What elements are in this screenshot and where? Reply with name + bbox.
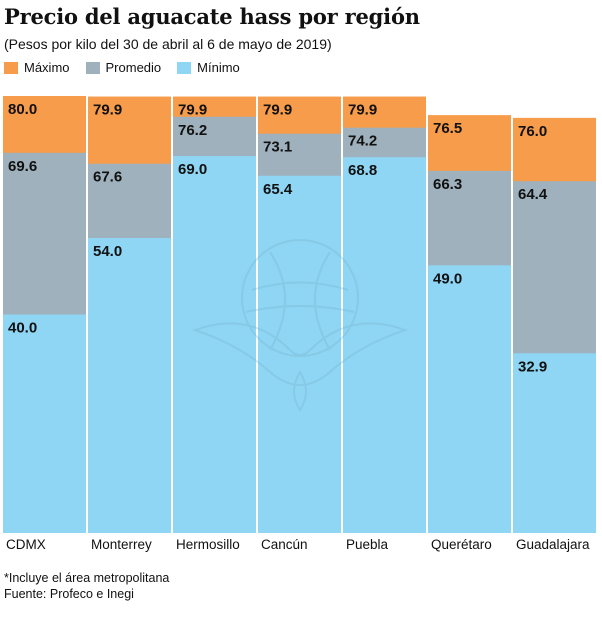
watermark-eagle-wings xyxy=(191,322,409,386)
category-label-cancun: Cancún xyxy=(261,537,308,552)
value-label-minimo-monterrey: 54.0 xyxy=(93,243,122,260)
value-label-minimo-puebla: 68.8 xyxy=(348,162,377,179)
footnote: *Incluye el área metropolitana xyxy=(4,571,170,585)
value-label-maximo-hermosillo: 79.9 xyxy=(178,102,207,119)
bar-minimo-cancun xyxy=(258,175,341,533)
bar-minimo-cdmx xyxy=(3,314,86,533)
legend: Máximo Promedio Mínimo xyxy=(4,60,256,75)
value-label-promedio-puebla: 74.2 xyxy=(348,133,377,150)
value-label-promedio-hermosillo: 76.2 xyxy=(178,122,207,139)
legend-label-maximo: Máximo xyxy=(24,60,70,75)
value-label-promedio-guadalajara: 64.4 xyxy=(518,186,548,203)
bar-minimo-monterrey xyxy=(88,238,171,533)
category-label-monterrey: Monterrey xyxy=(91,537,152,552)
value-label-minimo-cdmx: 40.0 xyxy=(8,320,37,337)
value-label-minimo-queretaro: 49.0 xyxy=(433,270,462,287)
value-label-promedio-cdmx: 69.6 xyxy=(8,158,37,175)
value-label-maximo-monterrey: 79.9 xyxy=(93,102,122,119)
legend-swatch-maximo xyxy=(4,61,18,74)
value-label-maximo-cancun: 79.9 xyxy=(263,102,292,119)
category-label-puebla: Puebla xyxy=(346,537,389,552)
bar-minimo-hermosillo xyxy=(173,156,256,533)
watermark-eagle-tail xyxy=(293,370,307,412)
bar-minimo-queretaro xyxy=(428,265,511,533)
legend-swatch-promedio xyxy=(85,61,100,74)
value-label-minimo-hermosillo: 69.0 xyxy=(178,161,207,178)
chart-subtitle: (Pesos por kilo del 30 de abril al 6 de … xyxy=(4,36,332,52)
value-label-promedio-cancun: 73.1 xyxy=(263,139,292,156)
value-label-maximo-guadalajara: 76.0 xyxy=(518,123,547,140)
bar-minimo-guadalajara xyxy=(513,353,596,533)
value-label-maximo-puebla: 79.9 xyxy=(348,102,377,119)
watermark-globe-lines xyxy=(245,251,355,351)
source-note: Fuente: Profeco e Inegi xyxy=(4,587,134,601)
category-label-queretaro: Querétaro xyxy=(431,537,492,552)
watermark-globe xyxy=(241,239,359,357)
legend-item-promedio: Promedio xyxy=(85,60,162,75)
bars-group xyxy=(3,96,596,534)
value-label-promedio-queretaro: 66.3 xyxy=(433,176,462,193)
legend-label-promedio: Promedio xyxy=(105,60,162,75)
category-label-cdmx: CDMX xyxy=(6,537,46,552)
value-label-maximo-queretaro: 76.5 xyxy=(433,120,462,137)
value-label-minimo-cancun: 65.4 xyxy=(263,181,293,198)
chart-title: Precio del aguacate hass por región xyxy=(4,4,420,29)
legend-swatch-minimo xyxy=(177,61,192,74)
legend-item-maximo: Máximo xyxy=(4,60,70,75)
legend-label-minimo: Mínimo xyxy=(197,60,240,75)
watermark-emblem xyxy=(191,239,409,412)
value-label-promedio-monterrey: 67.6 xyxy=(93,169,122,186)
bar-minimo-puebla xyxy=(343,157,426,533)
legend-item-minimo: Mínimo xyxy=(177,60,240,75)
category-label-hermosillo: Hermosillo xyxy=(176,537,240,552)
value-label-maximo-cdmx: 80.0 xyxy=(8,101,37,118)
category-label-guadalajara: Guadalajara xyxy=(516,537,590,552)
value-label-minimo-guadalajara: 32.9 xyxy=(518,358,547,375)
